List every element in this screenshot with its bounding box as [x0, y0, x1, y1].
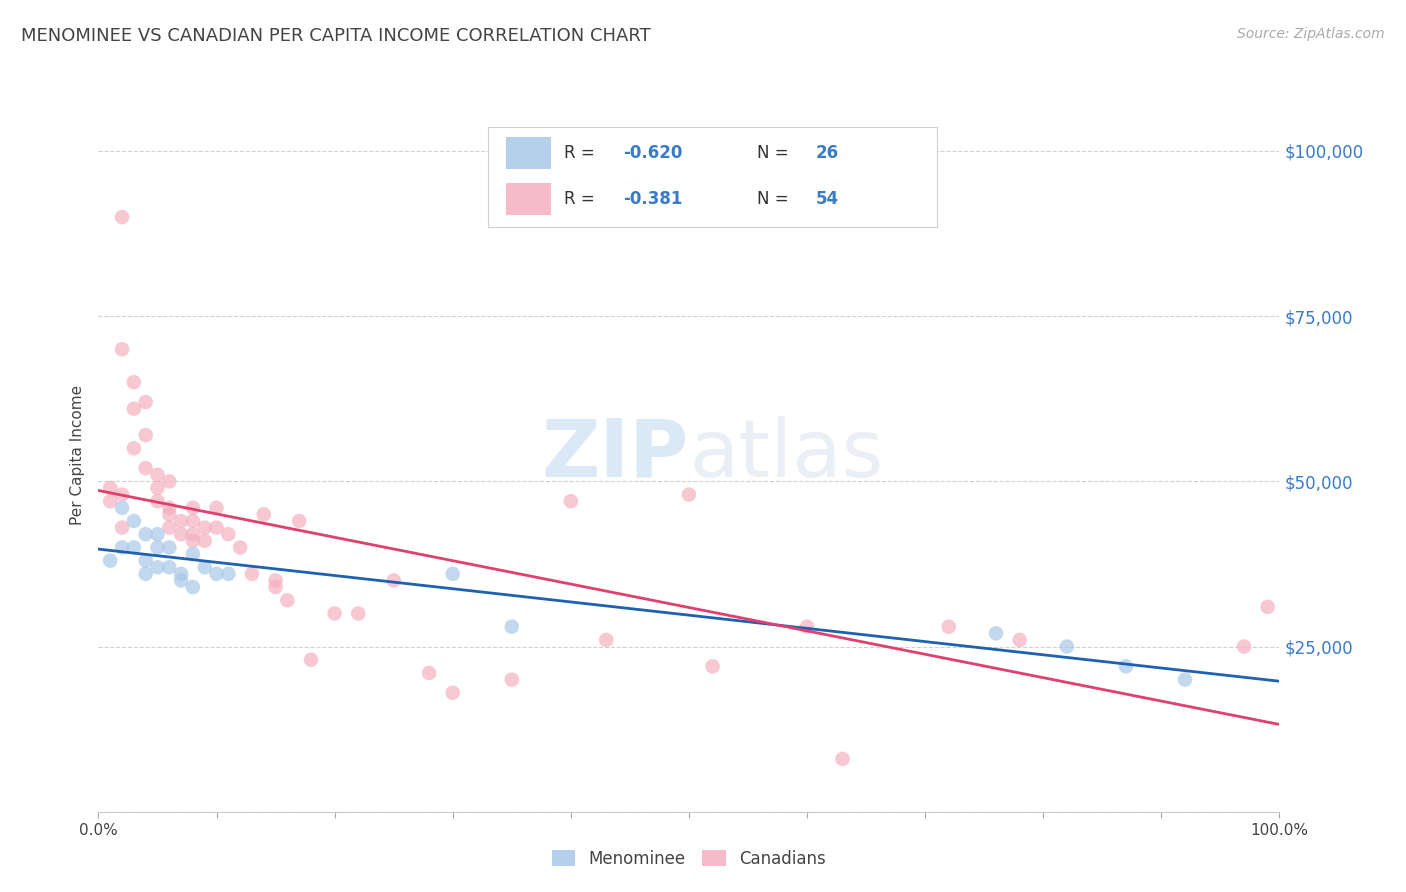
Point	[146, 481, 169, 495]
Point	[382, 574, 405, 588]
Point	[276, 593, 298, 607]
Point	[253, 508, 276, 522]
Point	[1056, 640, 1078, 654]
Point	[98, 554, 121, 568]
Point	[157, 520, 180, 534]
Point	[560, 494, 582, 508]
Point	[299, 653, 322, 667]
Point	[122, 541, 145, 555]
Point	[170, 574, 193, 588]
Point	[111, 210, 134, 224]
Text: MENOMINEE VS CANADIAN PER CAPITA INCOME CORRELATION CHART: MENOMINEE VS CANADIAN PER CAPITA INCOME …	[21, 27, 651, 45]
Point	[181, 500, 204, 515]
Point	[501, 673, 523, 687]
Point	[938, 620, 960, 634]
Text: -0.620: -0.620	[623, 144, 682, 161]
Point	[146, 527, 169, 541]
Point	[194, 533, 217, 548]
Point	[122, 376, 145, 390]
Text: N =: N =	[758, 190, 794, 208]
Point	[441, 566, 464, 581]
Point	[194, 520, 217, 534]
Text: R =: R =	[564, 144, 600, 161]
Point	[984, 626, 1007, 640]
Point	[1174, 673, 1197, 687]
Point	[181, 514, 204, 528]
Point	[170, 566, 193, 581]
Point	[501, 620, 523, 634]
Point	[135, 395, 157, 409]
Point	[1257, 599, 1279, 614]
Bar	[506, 136, 551, 169]
Point	[146, 467, 169, 482]
Text: R =: R =	[564, 190, 606, 208]
Point	[122, 514, 145, 528]
Text: Source: ZipAtlas.com: Source: ZipAtlas.com	[1237, 27, 1385, 41]
Point	[181, 547, 204, 561]
Point	[796, 620, 818, 634]
Point	[122, 401, 145, 416]
Point	[678, 487, 700, 501]
Point	[157, 560, 180, 574]
Point	[135, 554, 157, 568]
Point	[194, 560, 217, 574]
Point	[146, 541, 169, 555]
Point	[441, 686, 464, 700]
Point	[135, 461, 157, 475]
Point	[135, 428, 157, 442]
Point	[111, 487, 134, 501]
Point	[111, 500, 134, 515]
Text: atlas: atlas	[689, 416, 883, 494]
Point	[323, 607, 346, 621]
Point	[98, 494, 121, 508]
Point	[205, 500, 228, 515]
Point	[111, 342, 134, 356]
Point	[288, 514, 311, 528]
Point	[157, 541, 180, 555]
Point	[181, 527, 204, 541]
Point	[205, 566, 228, 581]
Point	[418, 665, 440, 680]
Bar	[506, 183, 551, 215]
Point	[98, 481, 121, 495]
Point	[229, 541, 252, 555]
Point	[111, 541, 134, 555]
Point	[347, 607, 370, 621]
Point	[170, 514, 193, 528]
Text: -0.381: -0.381	[623, 190, 682, 208]
Point	[157, 508, 180, 522]
Legend: Menominee, Canadians: Menominee, Canadians	[546, 844, 832, 875]
Point	[1008, 632, 1031, 647]
Point	[264, 580, 287, 594]
Y-axis label: Per Capita Income: Per Capita Income	[70, 384, 86, 525]
Text: 54: 54	[815, 190, 839, 208]
Point	[157, 475, 180, 489]
Point	[1233, 640, 1256, 654]
Text: N =: N =	[758, 144, 794, 161]
Point	[181, 533, 204, 548]
Point	[122, 442, 145, 456]
Point	[146, 560, 169, 574]
Point	[135, 527, 157, 541]
Point	[217, 566, 239, 581]
Text: 26: 26	[815, 144, 839, 161]
Point	[1115, 659, 1137, 673]
Point	[135, 566, 157, 581]
Point	[702, 659, 724, 673]
Point	[240, 566, 263, 581]
Point	[264, 574, 287, 588]
Point	[831, 752, 853, 766]
Point	[205, 520, 228, 534]
Point	[595, 632, 617, 647]
Point	[146, 494, 169, 508]
Point	[181, 580, 204, 594]
Point	[170, 527, 193, 541]
Point	[157, 500, 180, 515]
Point	[111, 520, 134, 534]
Text: ZIP: ZIP	[541, 416, 689, 494]
Point	[217, 527, 239, 541]
